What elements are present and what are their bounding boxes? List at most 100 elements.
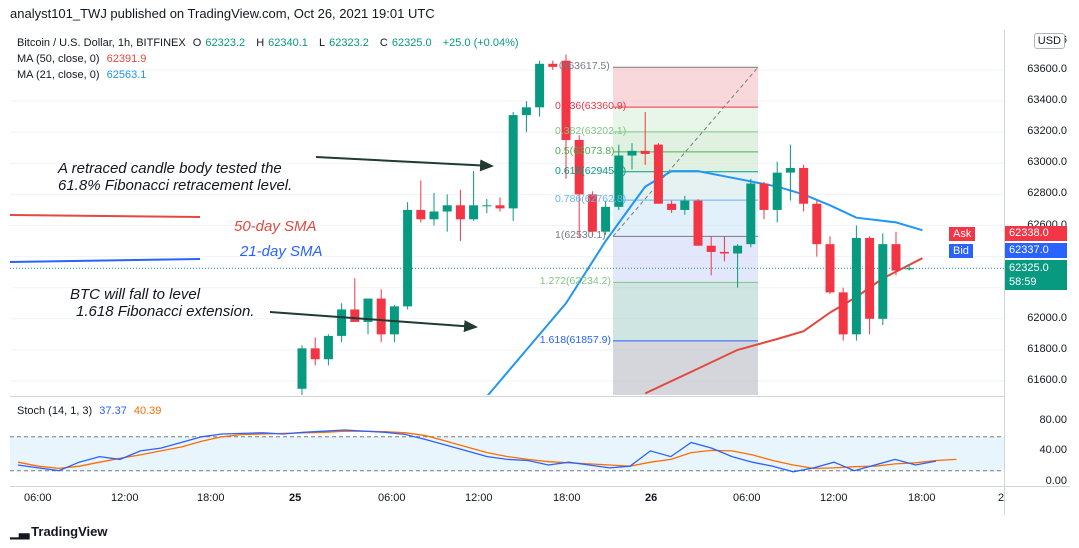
last-price-tag: 62325.0 58:59 [1005, 260, 1067, 290]
fib-zone [613, 67, 758, 108]
candle-body[interactable] [733, 245, 743, 254]
candle-body[interactable] [706, 245, 716, 252]
currency-badge[interactable]: USD [1033, 33, 1065, 49]
candle-body[interactable] [680, 200, 690, 210]
pane-divider[interactable] [10, 396, 1004, 397]
symbol-name[interactable]: Bitcoin / U.S. Dollar, 1h, BITFINEX [17, 37, 186, 49]
open-value: 62323.2 [205, 37, 246, 49]
fib-zone [613, 282, 758, 341]
fib-label: 0.618(62945.5) [555, 164, 627, 177]
candle-body[interactable] [904, 268, 914, 270]
ma21-line[interactable] [486, 170, 923, 395]
stoch-level-80: 80.00 [1039, 414, 1067, 426]
candle-body[interactable] [495, 205, 505, 209]
stoch-level-0: 0.00 [1045, 475, 1067, 487]
time-label: 12:00 [820, 492, 848, 504]
ma21-value: 62563.1 [106, 69, 147, 81]
stoch-panel[interactable] [10, 399, 1004, 484]
high-value: 62340.1 [268, 37, 308, 49]
fib-zone [613, 171, 758, 201]
candle-body[interactable] [825, 244, 835, 293]
candle-body[interactable] [455, 205, 465, 220]
candle-body[interactable] [865, 237, 875, 319]
fib-label: 0(63617.5) [559, 60, 610, 73]
sma21-annotation: 21-day SMA [240, 243, 323, 260]
candle-body[interactable] [416, 209, 426, 220]
candle-body[interactable] [601, 206, 611, 232]
candle-body[interactable] [297, 348, 307, 389]
fib-trend-line[interactable] [612, 66, 759, 237]
candle-body[interactable] [746, 183, 756, 245]
ask-tag: Ask 62338.0 [949, 226, 1067, 241]
ma50-legend[interactable]: MA (50, close, 0) 62391.9 [17, 53, 150, 65]
candle-body[interactable] [772, 172, 782, 210]
retrace-annotation: A retraced candle body tested the 61.8% … [58, 160, 292, 194]
candle-body[interactable] [429, 211, 439, 220]
sma50-legend-line [10, 214, 201, 218]
price-label: 61600.0 [1027, 374, 1067, 386]
candle-body[interactable] [469, 205, 479, 220]
fib-zone [613, 236, 758, 283]
price-label: 62000.0 [1027, 311, 1067, 324]
candle-body[interactable] [653, 144, 663, 204]
candle-body[interactable] [785, 167, 795, 173]
time-label: 26 [645, 492, 658, 504]
candle-body[interactable] [482, 205, 492, 207]
tradingview-logo[interactable]: ▁▃ TradingView [10, 523, 108, 540]
candle-body[interactable] [323, 335, 333, 360]
stoch-k-line[interactable] [17, 429, 937, 473]
candle-body[interactable] [878, 244, 888, 319]
stoch-d-line[interactable] [17, 430, 957, 470]
ma50-value: 62391.9 [106, 53, 147, 65]
candle-body[interactable] [812, 203, 822, 245]
candle-body[interactable] [363, 298, 373, 322]
high-label: H [256, 37, 265, 49]
sma21-legend-line [10, 258, 201, 263]
fall-annotation: BTC will fall to level 1.618 Fibonacci e… [70, 286, 254, 320]
candle-body[interactable] [508, 115, 518, 209]
fib-label: 0.5(63073.8) [555, 144, 615, 157]
ask-value: 62338.0 [1009, 227, 1049, 239]
candle-body[interactable] [838, 292, 848, 335]
candle-body[interactable] [640, 150, 650, 154]
fall-line-1: BTC will fall to level [70, 286, 201, 303]
fib-label: 1(62530.1) [555, 229, 606, 242]
stoch-legend[interactable]: Stoch (14, 1, 3) 37.37 40.39 [17, 405, 165, 417]
ma21-legend[interactable]: MA (21, close, 0) 62563.1 [17, 69, 150, 81]
bid-label: Bid [949, 244, 973, 258]
candle-body[interactable] [548, 63, 558, 67]
candle-body[interactable] [535, 63, 545, 108]
fib-label: 0.236(63360.9) [555, 100, 627, 113]
candle-body[interactable] [667, 203, 677, 210]
fib-label: 0.786(62762.8) [555, 193, 627, 206]
retrace-line-1: A retraced candle body tested the [58, 160, 282, 177]
candle-body[interactable] [587, 194, 597, 232]
candle-body[interactable] [350, 309, 360, 322]
candle-body[interactable] [851, 237, 861, 335]
fall-line-2: 1.618 Fibonacci extension. [76, 303, 255, 320]
price-label: 62800.0 [1027, 187, 1067, 200]
change-value: +25.0 (+0.04%) [442, 37, 519, 49]
candle-body[interactable] [627, 150, 637, 156]
candle-body[interactable] [403, 209, 413, 307]
candle-body[interactable] [376, 298, 386, 335]
price-chart[interactable] [10, 30, 1004, 395]
candle-body[interactable] [574, 139, 584, 195]
retrace-arrow[interactable] [315, 156, 494, 172]
candle-body[interactable] [337, 309, 347, 336]
candle-body[interactable] [759, 183, 769, 210]
candle-body[interactable] [521, 107, 531, 116]
candle-body[interactable] [614, 155, 624, 207]
candle-body[interactable] [719, 251, 729, 254]
candle-body[interactable] [310, 348, 320, 360]
candle-body[interactable] [561, 60, 571, 140]
fall-arrow[interactable] [269, 311, 478, 333]
stoch-k-value: 37.37 [99, 405, 127, 417]
candle-body[interactable] [799, 167, 809, 204]
candle-body[interactable] [693, 200, 703, 246]
candle-body[interactable] [442, 205, 452, 212]
fib-zone [613, 107, 758, 132]
time-label: 06:00 [378, 492, 406, 504]
time-label: 06:00 [733, 492, 761, 504]
candle-body[interactable] [891, 244, 901, 271]
